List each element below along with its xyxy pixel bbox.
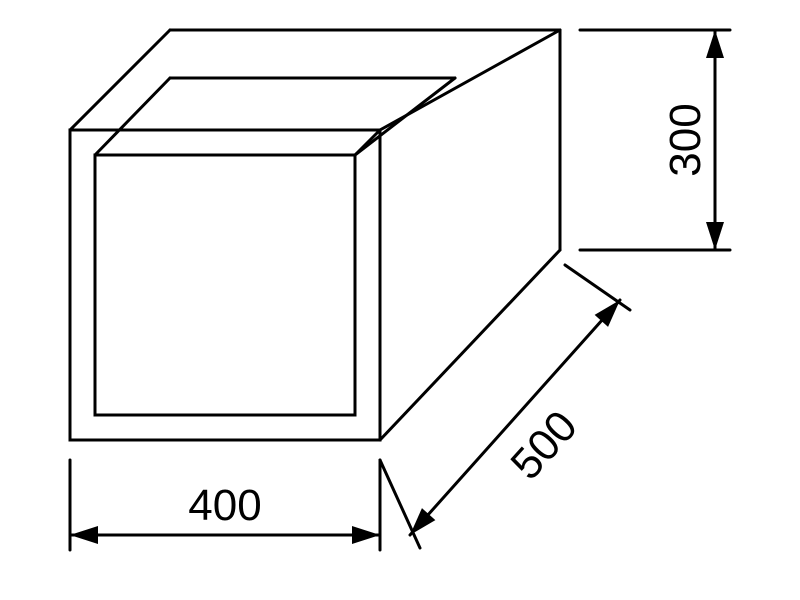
technical-drawing: 400 500 300 — [0, 0, 800, 600]
dim-depth-label: 500 — [501, 402, 587, 489]
dim-height-label: 300 — [661, 103, 710, 176]
dim-width-label: 400 — [188, 481, 261, 530]
